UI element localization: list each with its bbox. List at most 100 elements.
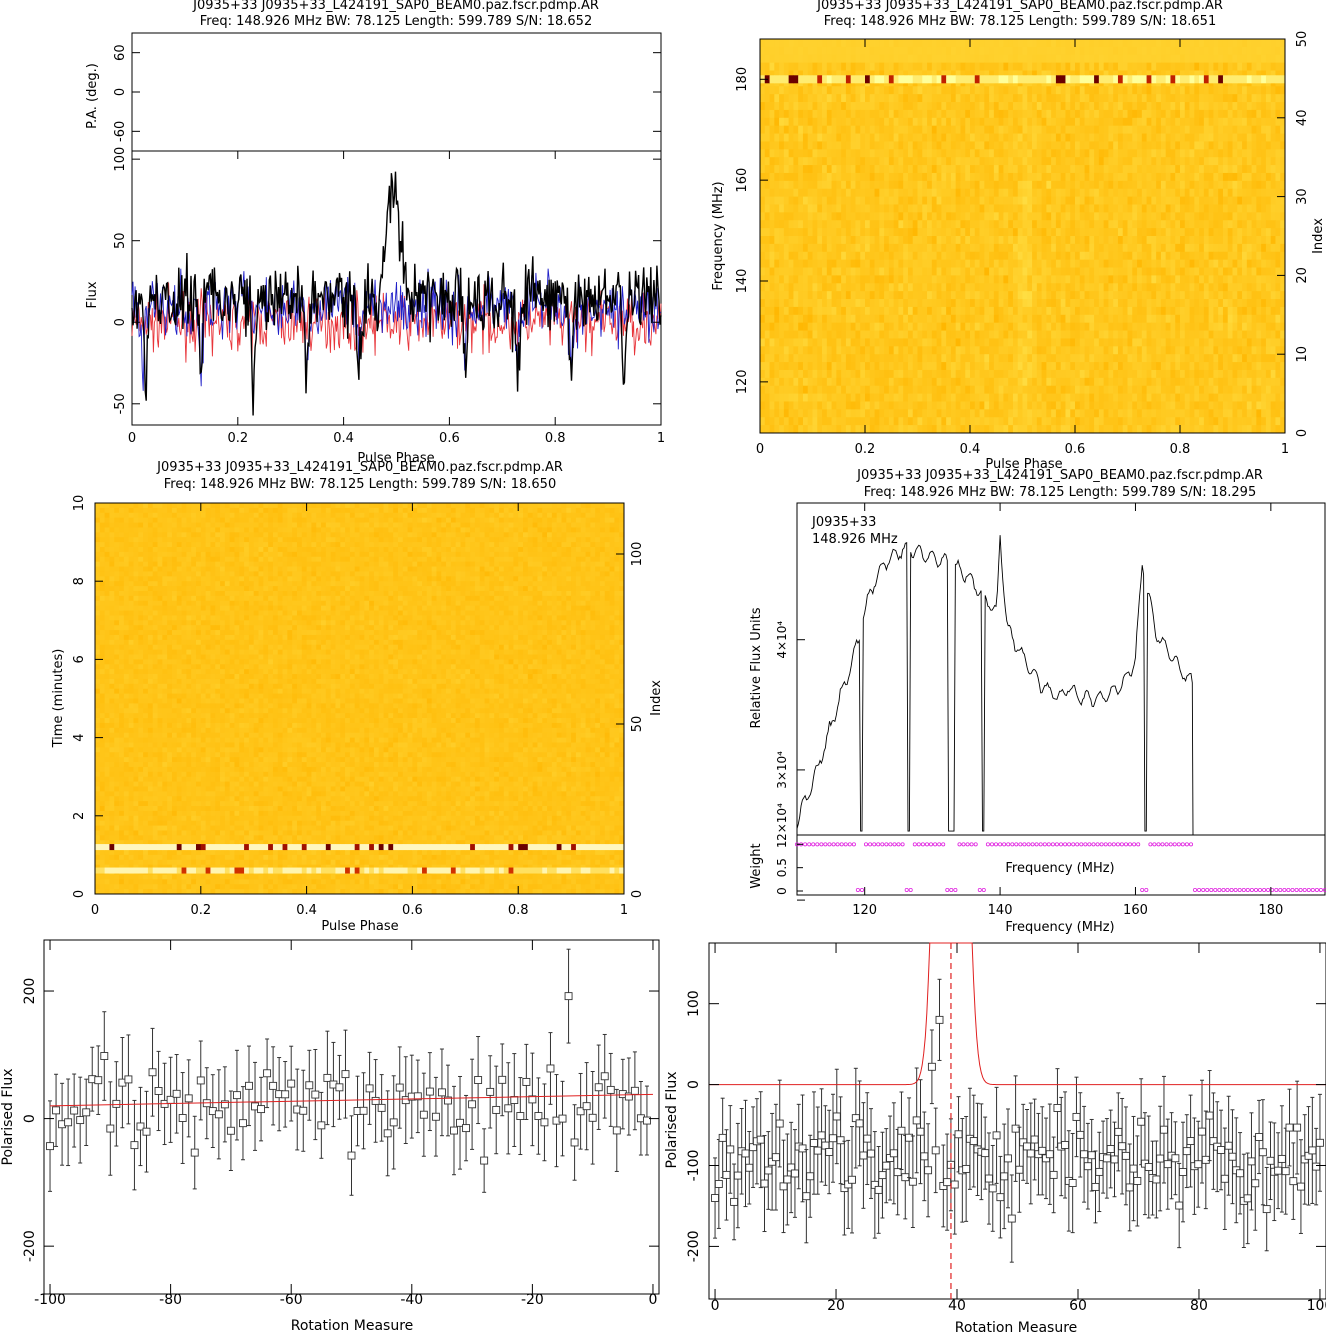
heatmap-cell xyxy=(1208,109,1214,119)
heatmap-cell xyxy=(783,109,790,119)
heatmap-cell xyxy=(1237,117,1243,127)
heatmap-cell xyxy=(1184,385,1190,394)
heatmap-cell xyxy=(984,220,990,229)
heatmap-cell xyxy=(1065,172,1071,182)
heatmap-cell xyxy=(807,46,813,56)
heatmap-cell xyxy=(783,212,790,221)
heatmap-cell xyxy=(1199,283,1205,292)
heatmap-cell xyxy=(1270,86,1276,95)
heatmap-cell xyxy=(836,133,842,142)
heatmap-cell xyxy=(836,172,842,182)
heatmap-cell xyxy=(845,275,852,284)
heatmap-cell xyxy=(970,102,976,111)
heatmap-cell xyxy=(1065,283,1071,292)
heatmap-cell xyxy=(1098,251,1105,261)
heatmap-cell xyxy=(893,362,899,371)
heatmap-cell xyxy=(831,291,837,300)
heatmap-cell xyxy=(998,275,1004,284)
heatmap-cell xyxy=(774,70,780,79)
heatmap-cell xyxy=(1032,220,1038,229)
heatmap-cell xyxy=(788,70,794,79)
heatmap-cell xyxy=(1027,291,1033,300)
heatmap-cell xyxy=(1265,204,1272,213)
heatmap-cell xyxy=(874,165,880,174)
heatmap-cell xyxy=(946,228,952,237)
heatmap-cell xyxy=(950,228,957,237)
heatmap-cell xyxy=(1032,243,1038,253)
heatmap-cell xyxy=(860,62,866,71)
heatmap-cell xyxy=(1218,204,1224,213)
heatmap-cell xyxy=(1108,299,1114,308)
heatmap-cell xyxy=(1208,188,1214,197)
heatmap-cell xyxy=(912,109,918,119)
heatmap-cell xyxy=(893,267,899,276)
heatmap-cell xyxy=(1208,267,1214,276)
heatmap-cell xyxy=(783,54,790,64)
heatmap-cell xyxy=(927,314,933,324)
heatmap-cell xyxy=(831,149,837,158)
heatmap-cell xyxy=(1232,306,1238,316)
heatmap-cell xyxy=(1270,109,1276,119)
heatmap-cell xyxy=(941,228,947,237)
heatmap-cell xyxy=(874,204,880,213)
heatmap-cell xyxy=(1137,369,1143,379)
heatmap-cell xyxy=(907,94,914,103)
heatmap-cell xyxy=(893,117,899,127)
heatmap-cell xyxy=(1108,149,1114,158)
heatmap-cell xyxy=(1132,94,1138,103)
heatmap-cell xyxy=(1117,62,1124,71)
heatmap-cell xyxy=(1222,149,1229,158)
heatmap-cell xyxy=(831,188,837,197)
heatmap-cell xyxy=(998,369,1004,379)
heatmap-cell xyxy=(1270,299,1276,308)
heatmap-cell xyxy=(1213,86,1219,95)
heatmap-cell xyxy=(1256,125,1262,134)
heatmap-cell xyxy=(1156,259,1162,268)
heatmap-cell xyxy=(1246,267,1252,276)
heatmap-cell xyxy=(1175,291,1181,300)
heatmap-cell xyxy=(1227,133,1233,142)
heatmap-cell xyxy=(927,243,933,253)
heatmap-cell xyxy=(1070,39,1076,48)
heatmap-cell xyxy=(1275,354,1281,363)
heatmap-cell xyxy=(850,117,856,127)
heatmap-cell xyxy=(998,109,1004,119)
heatmap-cell xyxy=(1256,149,1262,158)
heatmap-cell xyxy=(1036,283,1042,292)
heatmap-cell xyxy=(941,46,947,56)
heatmap-cell xyxy=(1141,133,1147,142)
heatmap-cell xyxy=(884,46,890,56)
heatmap-cell xyxy=(917,299,923,308)
heatmap-cell xyxy=(1027,204,1033,213)
heatmap-cell xyxy=(1051,204,1057,213)
heatmap-cell xyxy=(807,314,813,324)
heatmap-cell xyxy=(1084,172,1090,182)
heatmap-cell xyxy=(802,157,809,166)
heatmap-cell xyxy=(912,46,918,56)
heatmap-cell xyxy=(1012,306,1019,316)
pa-ytick-label: -60 xyxy=(113,121,128,142)
heatmap-cell xyxy=(955,212,961,221)
heatmap-cell xyxy=(974,188,980,197)
heatmap-cell xyxy=(1098,117,1105,127)
heatmap-cell xyxy=(1108,125,1114,134)
heatmap-cell xyxy=(1022,330,1028,339)
heatmap-cell xyxy=(1084,377,1090,387)
heatmap-cell xyxy=(1055,346,1062,355)
heatmap-cell xyxy=(970,283,976,292)
heatmap-cell xyxy=(1270,275,1276,284)
heatmap-cell xyxy=(936,157,942,166)
heatmap-cell xyxy=(1194,251,1200,261)
heatmap-cell xyxy=(970,369,976,379)
heatmap-cell xyxy=(1022,204,1028,213)
heatmap-cell xyxy=(779,94,785,103)
heatmap-cell xyxy=(1251,70,1257,79)
heatmap-cell xyxy=(783,133,790,142)
heatmap-cell xyxy=(993,188,1000,197)
heatmap-cell xyxy=(1280,338,1286,347)
heatmap-cell xyxy=(1027,188,1033,197)
heatmap-cell xyxy=(974,291,980,300)
heatmap-cell xyxy=(950,102,957,111)
heatmap-cell xyxy=(850,180,856,190)
heatmap-cell xyxy=(1213,306,1219,316)
